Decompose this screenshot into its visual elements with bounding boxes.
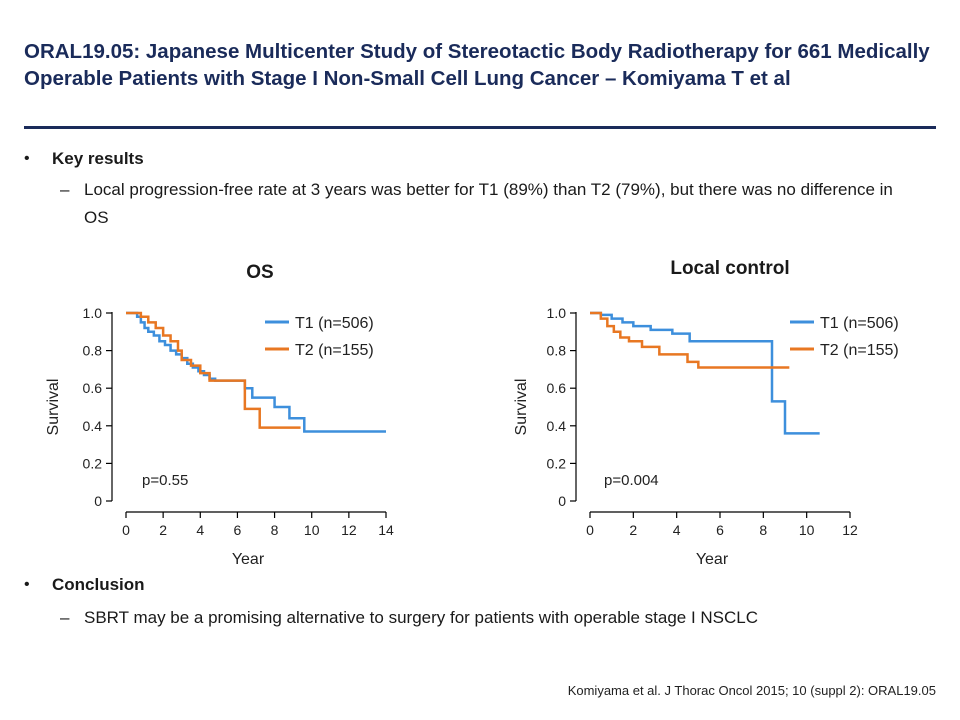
y-tick-label: 0.8: [547, 343, 567, 359]
x-tick-label: 4: [196, 522, 204, 538]
x-tick-label: 0: [122, 522, 130, 538]
dash-glyph: –: [60, 608, 70, 627]
dash-glyph: –: [60, 180, 70, 199]
citation-footnote: Komiyama et al. J Thorac Oncol 2015; 10 …: [567, 683, 936, 698]
survival-curve: [126, 311, 386, 433]
local-control-chart-title: Local control: [670, 258, 790, 279]
bullet-glyph: •: [24, 150, 30, 167]
y-axis-label: Survival: [45, 379, 62, 436]
p-value-annotation: p=0.55: [142, 472, 188, 489]
survival-curve: [126, 311, 301, 429]
x-tick-label: 6: [234, 522, 242, 538]
y-tick-label: 1.0: [83, 305, 103, 321]
y-tick-label: 0: [558, 493, 566, 509]
y-tick-label: 1.0: [547, 305, 567, 321]
y-tick-label: 0.4: [547, 418, 567, 434]
slide-title: ORAL19.05: Japanese Multicenter Study of…: [24, 40, 930, 90]
x-axis-label: Year: [696, 551, 729, 568]
x-tick-label: 2: [159, 522, 167, 538]
y-tick-label: 0.6: [83, 380, 103, 396]
legend-label: T1 (n=506): [295, 315, 374, 332]
x-tick-label: 2: [629, 522, 637, 538]
x-tick-label: 10: [799, 522, 815, 538]
conclusion-text: SBRT may be a promising alternative to s…: [84, 608, 759, 627]
x-tick-label: 12: [341, 522, 357, 538]
os-chart: 0 0.2 0.4 0.6 0.8 1.0 0 2 4 6 8 10 12 14 Year Survival T…: [45, 305, 394, 568]
os-chart-title: OS: [246, 262, 274, 283]
key-results-text: Local progression-free rate at 3 years w…: [84, 180, 893, 227]
x-tick-label: 8: [759, 522, 767, 538]
x-tick-label: 12: [842, 522, 858, 538]
y-tick-label: 0.2: [547, 455, 567, 471]
y-tick-label: 0.4: [83, 418, 103, 434]
bullet-glyph: •: [24, 576, 30, 593]
p-value-annotation: p=0.004: [604, 472, 659, 489]
key-results-heading: Key results: [52, 149, 144, 168]
survival-curve: [590, 311, 820, 435]
local-control-chart: 0 0.2 0.4 0.6 0.8 1.0 0 2 4 6 8 10 12 Year Survival T1 …: [513, 305, 899, 568]
y-tick-label: 0.8: [83, 343, 103, 359]
x-tick-label: 14: [378, 522, 394, 538]
x-axis-label: Year: [232, 551, 265, 568]
x-tick-label: 8: [271, 522, 279, 538]
y-axis-label: Survival: [513, 379, 530, 436]
x-tick-label: 10: [304, 522, 320, 538]
x-tick-label: 6: [716, 522, 724, 538]
legend-label: T2 (n=155): [295, 342, 374, 359]
x-tick-label: 0: [586, 522, 594, 538]
y-tick-label: 0.6: [547, 380, 567, 396]
conclusion-heading: Conclusion: [52, 575, 145, 594]
legend-label: T1 (n=506): [820, 315, 899, 332]
x-tick-label: 4: [673, 522, 681, 538]
y-tick-label: 0: [94, 493, 102, 509]
y-tick-label: 0.2: [83, 455, 103, 471]
title-divider: [24, 126, 936, 129]
legend-label: T2 (n=155): [820, 342, 899, 359]
survival-curve: [590, 311, 790, 369]
